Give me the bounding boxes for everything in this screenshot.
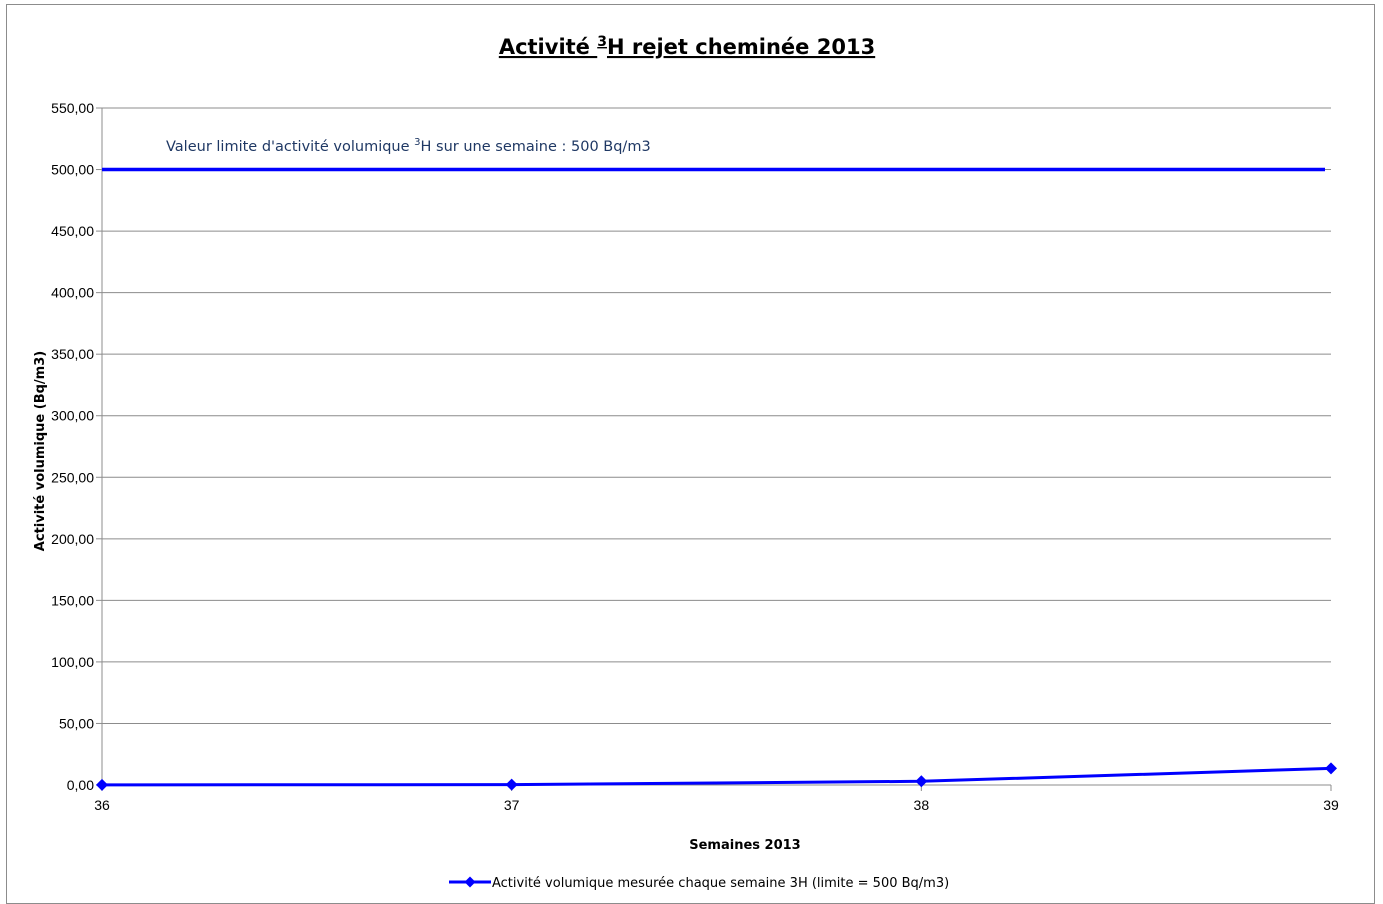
legend-label: Activité volumique mesurée chaque semain… xyxy=(492,876,949,891)
y-tick-label: 0,00 xyxy=(67,777,94,793)
y-tick-labels: 0,00 50,00 100,00 150,00 200,00 250,00 300,00 3… xyxy=(51,100,94,793)
y-tick-label: 450,00 xyxy=(51,223,94,239)
series-line xyxy=(101,766,1332,787)
series-markers xyxy=(96,762,1337,791)
y-tick-label: 400,00 xyxy=(51,285,94,301)
x-tick-label: 38 xyxy=(914,797,930,813)
chart-title: Activité 3H rejet cheminée 2013 xyxy=(499,34,875,59)
grid-lines xyxy=(96,107,1331,786)
limit-annotation: Valeur limite d'activité volumique 3H su… xyxy=(166,137,651,155)
data-point xyxy=(915,775,928,788)
y-tick-label: 350,00 xyxy=(51,346,94,362)
legend-marker xyxy=(464,876,476,888)
y-axis-title: Activité volumique (Bq/m3) xyxy=(33,351,48,551)
chart-frame xyxy=(6,4,1375,904)
y-tick-label: 200,00 xyxy=(51,531,94,547)
legend: Activité volumique mesurée chaque semain… xyxy=(449,876,949,891)
y-tick-label: 100,00 xyxy=(51,654,94,670)
y-tick-label: 500,00 xyxy=(51,162,94,178)
data-point xyxy=(96,778,108,791)
y-tick-label: 300,00 xyxy=(51,408,94,424)
x-axis-title: Semaines 2013 xyxy=(689,838,800,853)
y-tick-label: 150,00 xyxy=(51,592,94,608)
x-tick-labels: 36 37 38 39 xyxy=(94,785,1339,813)
y-tick-label: 250,00 xyxy=(51,469,94,485)
y-tick-label: 550,00 xyxy=(51,100,94,116)
y-tick-label: 50,00 xyxy=(59,715,94,731)
data-point xyxy=(1325,762,1337,775)
x-tick-label: 37 xyxy=(504,797,520,813)
x-tick-label: 36 xyxy=(94,797,110,813)
x-tick-label: 39 xyxy=(1323,797,1339,813)
data-point xyxy=(505,778,518,791)
